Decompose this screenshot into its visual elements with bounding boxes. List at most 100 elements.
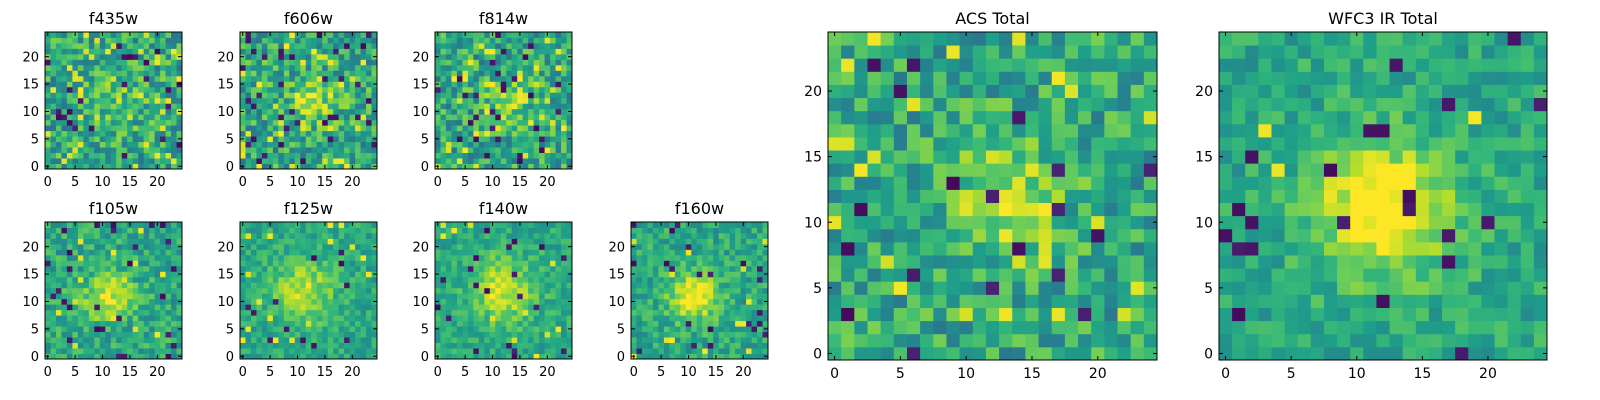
heatmap-cell bbox=[171, 287, 177, 294]
heatmap-cell bbox=[344, 353, 351, 360]
heatmap-cell bbox=[893, 307, 908, 322]
heatmap-cell bbox=[176, 260, 183, 267]
heatmap-cell bbox=[478, 163, 485, 170]
heatmap-cell bbox=[1038, 320, 1053, 335]
heatmap-cell bbox=[1012, 228, 1026, 243]
heatmap-cell bbox=[72, 232, 79, 239]
heatmap-cell bbox=[511, 64, 518, 71]
heatmap-cell bbox=[762, 348, 769, 354]
heatmap-cell bbox=[305, 53, 312, 60]
heatmap-cell bbox=[77, 293, 84, 300]
heatmap-cell bbox=[105, 254, 112, 261]
heatmap-cell bbox=[289, 92, 296, 99]
heatmap-cell bbox=[305, 86, 312, 93]
heatmap-cell bbox=[154, 227, 161, 234]
heatmap-cell bbox=[473, 119, 480, 126]
heatmap-cell bbox=[105, 158, 112, 164]
y-tick-label: 15 bbox=[608, 268, 625, 283]
heatmap-cell bbox=[88, 130, 95, 137]
heatmap-cell bbox=[77, 108, 84, 115]
heatmap-cell bbox=[311, 108, 318, 115]
heatmap-cell bbox=[55, 337, 62, 344]
heatmap-cell bbox=[300, 342, 307, 349]
heatmap-cell bbox=[316, 141, 323, 148]
heatmap-cell bbox=[322, 243, 329, 250]
heatmap-cell bbox=[272, 342, 279, 349]
heatmap-cell bbox=[972, 333, 987, 348]
heatmap-cell bbox=[278, 158, 285, 164]
heatmap-cell bbox=[539, 86, 546, 93]
heatmap-cell bbox=[349, 287, 356, 294]
heatmap-cell bbox=[149, 232, 156, 239]
heatmap-cell bbox=[724, 276, 731, 283]
heatmap-cell bbox=[61, 260, 68, 267]
heatmap-cell bbox=[1064, 163, 1079, 177]
heatmap-cell bbox=[985, 255, 1000, 269]
heatmap-cell bbox=[171, 114, 177, 121]
heatmap-cell bbox=[641, 282, 648, 289]
y-tick-label: 10 bbox=[22, 105, 39, 120]
heatmap-cell bbox=[305, 315, 312, 322]
heatmap-cell bbox=[484, 114, 491, 121]
heatmap-cell bbox=[316, 353, 323, 360]
heatmap-cell bbox=[1130, 294, 1145, 308]
heatmap-cell bbox=[316, 271, 323, 278]
heatmap-cell bbox=[272, 59, 279, 66]
heatmap-cell bbox=[72, 59, 79, 66]
heatmap-cell bbox=[245, 254, 252, 261]
heatmap-cell bbox=[533, 254, 540, 261]
heatmap-cell bbox=[561, 86, 567, 93]
heatmap-cell bbox=[959, 268, 974, 282]
heatmap-cell bbox=[440, 298, 447, 305]
heatmap-cell bbox=[72, 119, 79, 126]
heatmap-cell bbox=[484, 227, 491, 234]
heatmap-cell bbox=[658, 331, 665, 338]
heatmap-cell bbox=[691, 320, 698, 327]
heatmap-cell bbox=[278, 353, 285, 360]
heatmap-cell bbox=[61, 238, 68, 245]
heatmap-cell bbox=[533, 152, 540, 159]
heatmap-cell bbox=[506, 265, 513, 272]
heatmap-cell bbox=[105, 348, 112, 354]
heatmap-cell bbox=[171, 81, 177, 88]
heatmap-cell bbox=[473, 152, 480, 159]
heatmap-cell bbox=[371, 86, 378, 93]
heatmap-cell bbox=[105, 103, 112, 110]
panel-title: f606w bbox=[284, 9, 333, 28]
x-tick-label: 10 bbox=[289, 175, 306, 190]
heatmap-cell bbox=[149, 353, 156, 360]
heatmap-cell bbox=[110, 353, 117, 360]
heatmap-cell bbox=[440, 315, 447, 322]
heatmap-cell bbox=[511, 298, 518, 305]
heatmap-cell bbox=[45, 158, 51, 164]
heatmap-cell bbox=[338, 81, 345, 88]
heatmap-cell bbox=[462, 282, 469, 289]
y-tick-label: 0 bbox=[617, 350, 625, 365]
heatmap-cell bbox=[121, 163, 128, 170]
heatmap-cell bbox=[245, 64, 252, 71]
heatmap-cell bbox=[669, 222, 676, 228]
heatmap-cell bbox=[366, 293, 372, 300]
heatmap-cell bbox=[272, 92, 279, 99]
heatmap-cell bbox=[841, 163, 855, 177]
heatmap-cell bbox=[473, 64, 480, 71]
heatmap-cell bbox=[256, 276, 263, 283]
heatmap-cell bbox=[528, 315, 535, 322]
heatmap-cell bbox=[550, 243, 557, 250]
heatmap-cell bbox=[250, 37, 257, 44]
heatmap-cell bbox=[250, 287, 257, 294]
heatmap-cell bbox=[327, 130, 334, 137]
heatmap-cell bbox=[311, 125, 318, 132]
heatmap-cell bbox=[272, 326, 279, 333]
heatmap-cell bbox=[544, 227, 551, 234]
heatmap-cell bbox=[289, 348, 296, 354]
heatmap-cell bbox=[371, 92, 378, 99]
heatmap-cell bbox=[127, 282, 134, 289]
heatmap-cell bbox=[445, 152, 452, 159]
heatmap-cell bbox=[261, 70, 268, 77]
heatmap-cell bbox=[751, 353, 758, 360]
heatmap-cell bbox=[360, 37, 367, 44]
heatmap-cell bbox=[1078, 189, 1092, 204]
heatmap-cell bbox=[467, 32, 474, 38]
heatmap-cell bbox=[533, 141, 540, 148]
